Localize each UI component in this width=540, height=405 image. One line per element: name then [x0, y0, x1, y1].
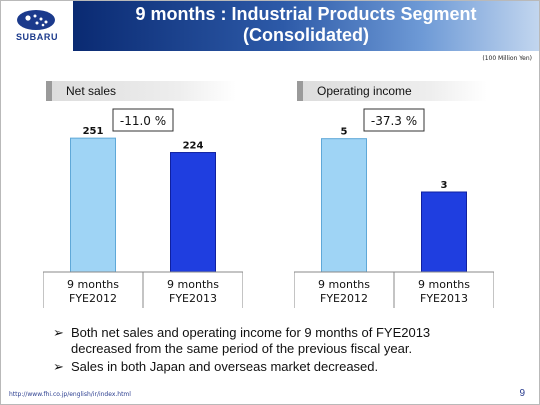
bullet-line: Both net sales and operating income for … [71, 325, 431, 340]
bullet-line: Sales in both Japan and overseas market … [71, 359, 379, 374]
operating-income-bar [321, 138, 367, 273]
operating-income-tick-label: 9 months [318, 278, 370, 291]
page-title: 9 months : Industrial Products Segment [135, 4, 477, 24]
net-sales-tick-label: 9 months [167, 278, 219, 291]
net-sales-tick-label: FYE2013 [169, 292, 217, 305]
net-sales-data-label: 251 [83, 126, 104, 137]
bullet-item: ➢ Both net sales and operating income fo… [53, 325, 493, 357]
net-sales-data-label: 224 [183, 141, 204, 152]
operating-income-tick-label: FYE2012 [320, 292, 368, 305]
net-sales-tick-label: FYE2012 [69, 292, 117, 305]
bullet-item: ➢ Sales in both Japan and overseas marke… [53, 359, 493, 375]
operating-income-change-label: -37.3 % [371, 114, 417, 128]
unit-note: (100 Million Yen) [482, 55, 532, 62]
net-sales-tick-label: 9 months [67, 278, 119, 291]
title-bar [73, 1, 539, 51]
net-sales-bar [170, 152, 216, 273]
bullet-line: decreased from the same period of the pr… [71, 341, 413, 356]
subaru-logo: SUBARU [1, 1, 73, 51]
section-marker [46, 81, 52, 101]
page-number: 9 [519, 388, 525, 399]
net-sales-section-label: Net sales [46, 81, 236, 101]
operating-income-data-label: 5 [341, 127, 348, 138]
operating-income-tick-label: 9 months [418, 278, 470, 291]
section-marker [297, 81, 303, 101]
net-sales-title: Net sales [66, 84, 117, 98]
operating-income-title: Operating income [317, 84, 412, 98]
pleiades-star-icon [17, 10, 55, 30]
net-sales-change-label: -11.0 % [120, 114, 166, 128]
footer-link[interactable]: http://www.fhi.co.jp/english/ir/index.ht… [9, 391, 131, 398]
logo-text: SUBARU [15, 32, 59, 42]
net-sales-change-box [112, 108, 174, 132]
arrow-bullet-icon: ➢ [53, 325, 64, 340]
operating-income-data-label: 3 [441, 180, 448, 191]
operating-income-section-label: Operating income [297, 81, 487, 101]
operating-income-change-box [363, 108, 425, 132]
operating-income-bar [421, 191, 467, 273]
arrow-bullet-icon: ➢ [53, 359, 64, 374]
page-subtitle: (Consolidated) [243, 25, 369, 45]
operating-income-tick-label: FYE2013 [420, 292, 468, 305]
net-sales-bar [70, 137, 116, 273]
